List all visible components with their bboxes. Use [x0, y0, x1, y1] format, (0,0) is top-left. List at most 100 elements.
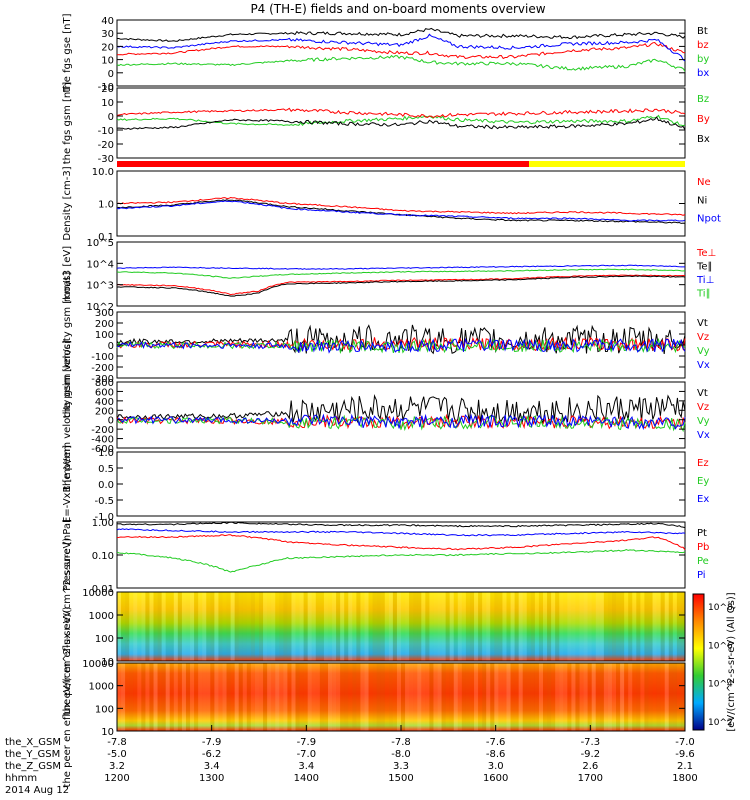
ytick-label: -1.0: [94, 512, 114, 523]
colorbar-tick: 10^2: [708, 718, 733, 728]
ytick-label: -10: [98, 82, 114, 93]
ylabel-velocity-peem: the peem velocity gsm [km/s]: [62, 340, 73, 490]
panel-fgs-gsm: 20 10 0 -10 -20 -30 the fgs gsm [nT] Bz By Bx: [62, 82, 710, 165]
legend-label: Pt: [697, 528, 707, 539]
series-line-fgs-gse-3: [116, 33, 686, 62]
xaxis-row-label: the_X_GSM: [5, 737, 61, 748]
xaxis-row-label: hhmm: [5, 773, 37, 784]
ytick-label: 30: [101, 29, 114, 40]
series-line-fgs-gse-0: [117, 27, 686, 42]
xaxis-value: -7.0: [675, 737, 695, 748]
legend-label: Ne: [697, 177, 711, 188]
xaxis-row-label: the_Z_GSM: [5, 761, 61, 772]
bottom-axis: the_X_GSM -7.8 -7.9 -7.9 -7.8 -7.6 -7.3 -7.0 the…: [5, 725, 698, 796]
ylabel-peir-eflux: the peir en eflux eV/(cm^2-s-sr-eV): [62, 538, 73, 716]
ytick-label: 1000: [89, 682, 114, 693]
spectrogram-peer-eflux: [117, 663, 685, 731]
legend-label: Ti∥: [696, 289, 711, 300]
plot-frame-efield: [116, 451, 686, 517]
xaxis-value: -7.9: [202, 737, 222, 748]
ytick-label: 1.00: [92, 518, 114, 529]
ytick-label: 400: [95, 397, 114, 408]
ytick-label: -300: [91, 374, 114, 385]
series-line-velocity-peim-1: [116, 336, 686, 352]
ytick-label: -600: [91, 444, 114, 455]
ytick-label: 0.01: [92, 584, 114, 595]
ylabel-efield: E=-VxB [mV/m]: [62, 445, 73, 523]
ytick-label: 0.5: [98, 464, 114, 475]
ytick-label: 10^5: [87, 238, 114, 249]
plot-frame-density: [116, 170, 686, 237]
plot-frame-velocity-peem: [116, 381, 686, 449]
panel-peer-eflux: 10000 1000 100 10 the peer en eflux eV/(cm^2…: [62, 606, 686, 787]
ytick-label: 0.10: [92, 551, 114, 562]
series-line-fgs-gse-1: [116, 41, 686, 60]
legend-label: Pe: [697, 556, 709, 567]
ytick-label: -200: [91, 363, 114, 374]
xaxis-value: 3.4: [204, 761, 220, 772]
ytick-label: 200: [95, 319, 114, 330]
ytick-label: 800: [95, 378, 114, 389]
legend-label: Ti⊥: [696, 275, 714, 286]
ytick-label: 0: [108, 69, 114, 80]
legend-label: Vt: [697, 388, 708, 399]
series-line-velocity-peem-0: [116, 394, 686, 425]
ytick-label: 10: [101, 727, 114, 738]
series-line-density-0: [116, 196, 686, 216]
ytick-label: 0: [108, 416, 114, 427]
ytick-label: 10^3: [87, 281, 114, 292]
ylabel-temperature: moat3 [eV]: [62, 246, 73, 302]
legend-label: Pi: [697, 570, 706, 581]
ytick-label: 10^4: [87, 259, 114, 270]
series-line-velocity-peem-3: [116, 413, 686, 431]
legend-label: Npot: [697, 214, 721, 225]
legend-label: Te∥: [696, 262, 713, 273]
xaxis-value: 1600: [483, 773, 508, 784]
xaxis-value: -7.6: [486, 737, 506, 748]
date-label: 2014 Aug 12: [5, 785, 69, 796]
xaxis-value: -7.3: [581, 737, 601, 748]
ytick-label: 1.0: [98, 448, 114, 459]
legend-label: bz: [697, 40, 709, 51]
ylabel-pressure: Pressure [nPa]: [62, 519, 73, 591]
series-line-pressure-1: [116, 534, 686, 551]
xaxis-value: 3.3: [393, 761, 409, 772]
ytick-label: 100: [95, 634, 114, 645]
series-line-pressure-2: [116, 549, 686, 573]
colorbar: 10^8 10^6 10^4 10^2[eV/(cm^2-s-sr-eV) (All …: [692, 592, 737, 732]
ytick-label: 20: [101, 42, 114, 53]
panel-pressure: 1.00 0.10 0.01 Pressure [nPa] Pt Pb Pe Pi: [62, 518, 709, 595]
ytick-label: -10: [98, 126, 114, 137]
legend-label: Vy: [697, 346, 710, 357]
panel-efield: 1.0 0.5 0.0 -0.5 -1.0 E=-VxB [mV/m] Ez Ey Ex: [62, 445, 709, 523]
plot-frame-fgs-gse: [116, 19, 686, 87]
ytick-label: 0.0: [98, 480, 114, 491]
panel-temperature: 10^5 10^4 10^3 10^2 moat3 [eV] Te⊥ Te∥ Ti⊥ Ti∥: [62, 238, 716, 313]
xaxis-value: -9.2: [581, 749, 601, 760]
series-line-velocity-peim-0: [116, 324, 686, 355]
xaxis-value: 1500: [388, 773, 413, 784]
xaxis-value: 3.0: [488, 761, 504, 772]
series-line-temperature-0: [116, 274, 686, 296]
legend-label: Ni: [697, 195, 707, 206]
series-line-fgs-gse-2: [116, 54, 686, 72]
ytick-label: 40: [101, 16, 114, 27]
ytick-label: 200: [95, 406, 114, 417]
ytick-label: 10: [101, 98, 114, 109]
xaxis-value: -5.0: [107, 749, 127, 760]
legend-label: Vx: [697, 430, 710, 441]
ytick-label: 10: [101, 657, 114, 668]
legend-label: Bz: [697, 94, 709, 105]
mode-bar-red: [117, 161, 529, 167]
ytick-label: 100: [95, 330, 114, 341]
plot-frame-temperature: [116, 241, 686, 307]
spectrogram-peir-eflux: [117, 592, 685, 661]
ytick-label: 10.0: [92, 167, 114, 178]
series-line-pressure-3: [116, 528, 686, 537]
ytick-label: 1000: [89, 611, 114, 622]
legend-label: by: [697, 54, 709, 65]
ytick-label: 20: [101, 84, 114, 95]
